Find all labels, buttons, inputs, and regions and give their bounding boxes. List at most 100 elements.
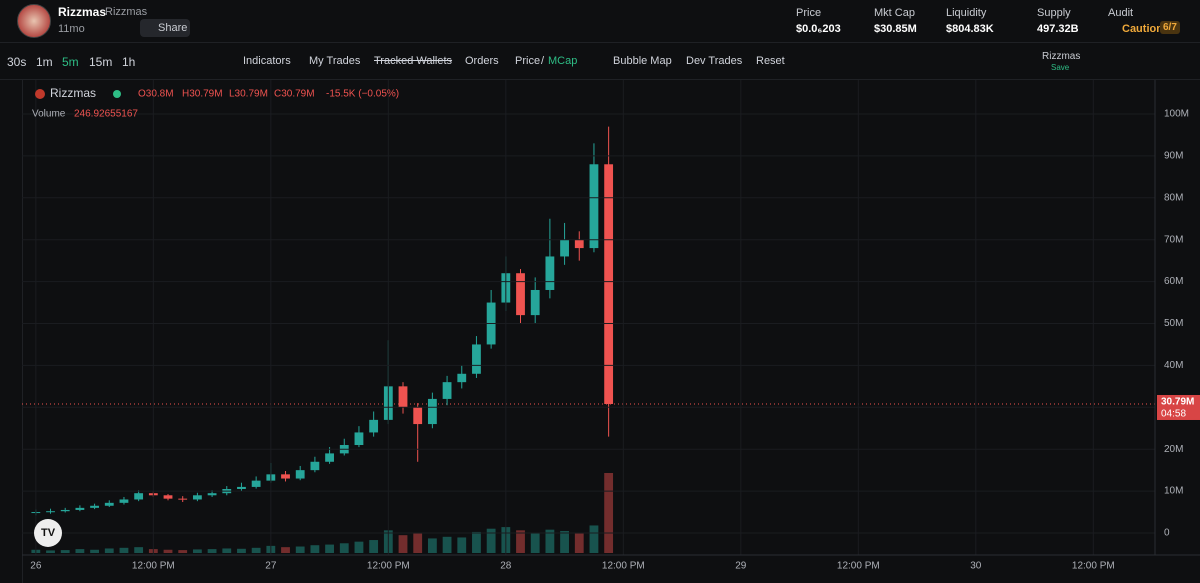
y-tick-label: 10M [1164,486,1183,497]
symbol: Rizzmas [50,86,96,100]
tv-logo: TV [34,519,62,547]
y-tick-label: 40M [1164,360,1183,371]
stat-value: $804.83K [946,23,994,35]
volume-bar [530,533,540,553]
interval[interactable]: 5m [62,55,79,69]
tracked-wallets[interactable]: Tracked Wallets [374,55,453,67]
legend-high: H30.79M [182,89,223,100]
volume-bar [163,549,173,553]
indicators[interactable]: Indicators [243,55,291,67]
save[interactable]: Save [1051,63,1070,72]
price-tag [1157,394,1200,420]
mcap-toggle[interactable]: MCap [548,55,578,67]
share-label: Share [158,22,188,34]
bubble-map[interactable]: Bubble Map [613,55,672,67]
volume-bar [222,548,232,553]
volume-bar [472,531,481,553]
volume-bar [207,549,217,553]
stat-value: 497.32B [1037,23,1079,35]
stat-label: Price [796,7,822,19]
volume-bar [560,530,569,553]
volume-bar [486,528,496,553]
stat-label: Liquidity [946,7,987,19]
legend-low: L30.79M [229,89,268,100]
stat-value: $0.0₆203 [796,23,841,35]
x-tick-label: 12:00 PM [132,561,175,572]
legend-change: -15.5K (−0.05%) [326,89,399,100]
x-tick-label: 28 [500,561,512,572]
volume-bar [192,549,202,553]
token-ticker: Rizzmas [105,6,148,18]
price-countdown: 04:58 [1161,409,1186,420]
x-tick-label: 12:00 PM [602,561,645,572]
volume-bar [46,550,55,553]
chart: 12:00 PM 30 12:00 PM 29 12:00 PM 28 12:00 PM 27… [22,80,1200,572]
audit-status: Caution [1122,23,1163,35]
volume-bar [325,544,334,553]
volume-bar [339,543,349,553]
volume-bar [413,533,423,553]
interval[interactable]: 15m [89,55,113,69]
stat-label: Supply [1037,7,1071,19]
volume-bar [75,549,85,553]
y-tick-label: 20M [1164,444,1183,455]
volume-bar [310,545,320,553]
x-tick-label: 12:00 PM [367,561,410,572]
y-tick-label: 60M [1164,276,1183,287]
my-trades[interactable]: My Trades [309,55,361,67]
volume-bar [251,547,261,553]
price-toggle[interactable]: Price [515,55,541,67]
volume-label: Volume [32,109,66,120]
token-name: Rizzmas [58,5,107,19]
y-tick-label: 100M [1164,109,1189,120]
volume-bar [237,548,246,553]
dev-trades[interactable]: Dev Trades [686,55,743,67]
volume-bar [369,540,379,553]
x-tick-label: 12:00 PM [1072,561,1115,572]
volume-bar [398,535,408,553]
stat-value: $30.85M [874,23,917,35]
x-tick-label: 30 [970,561,982,572]
volume-bar [90,549,99,553]
y-tick-label: 70M [1164,234,1183,245]
x-tick-label: 27 [265,561,277,572]
y-tick-label: 90M [1164,151,1183,162]
y-tick-label: 50M [1164,318,1183,329]
reset[interactable]: Reset [756,55,785,67]
volume-bar [354,541,364,553]
volume-bar [516,530,525,553]
header: Rizzmas Rizzmas 11mo Share Price $0.0₆20… [0,0,1200,43]
volume-value: 246.92655167 [74,109,138,120]
stat-label: Mkt Cap [874,7,915,19]
y-tick-label: 0 [1164,528,1170,539]
live-dot [113,90,121,98]
x-tick-label: 29 [735,561,747,572]
volume-bar [574,533,584,553]
toolbar: Indicators My Trades Tracked Wallets Ord… [0,43,1200,80]
volume-bar [104,548,114,553]
audit-score: 6/7 [1160,21,1180,34]
volume-bar [604,473,614,553]
left-tools [0,80,23,583]
interval[interactable]: 30s [7,55,27,69]
volume-bar [589,525,599,553]
volume-bar [281,547,290,553]
interval[interactable]: 1h [122,55,136,69]
layout-name[interactable]: Rizzmas [1042,51,1081,62]
avatar [17,4,51,38]
volume-bar [457,537,467,553]
audit-label[interactable]: Audit [1108,7,1134,19]
volume-bar [427,538,437,553]
volume-bar [545,529,555,553]
volume-bar [295,546,305,553]
x-tick-label: 26 [30,561,42,572]
legend-open: O30.8M [138,89,174,100]
price-tag-label: 30.79M [1161,397,1194,408]
share-button[interactable]: Share [140,19,190,37]
symbol-icon [35,89,45,99]
orders[interactable]: Orders [465,55,499,67]
y-tick-label: 80M [1164,192,1183,203]
volume-bar [442,536,452,553]
interval[interactable]: 1m [36,55,53,69]
